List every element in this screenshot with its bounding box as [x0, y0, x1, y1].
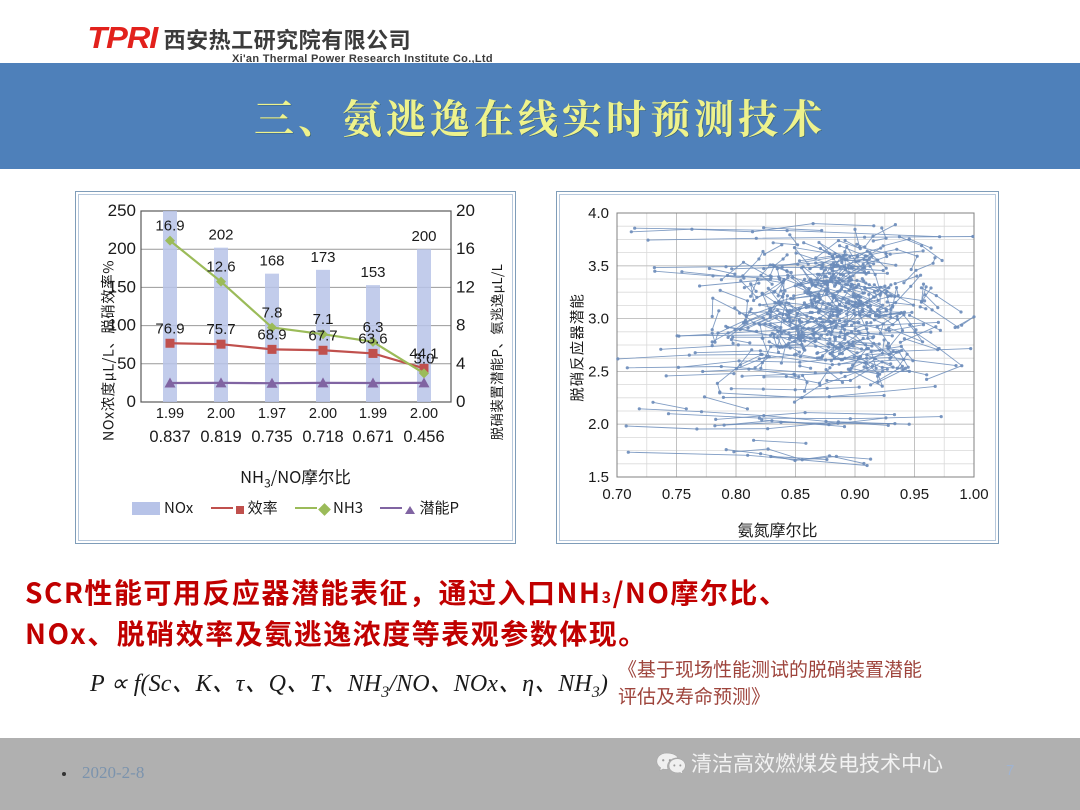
svg-text:2.5: 2.5: [588, 363, 609, 380]
svg-text:1.00: 1.00: [959, 486, 988, 503]
svg-text:20: 20: [456, 201, 475, 220]
svg-text:4.0: 4.0: [588, 205, 609, 222]
svg-text:12: 12: [456, 277, 475, 296]
svg-text:0.80: 0.80: [721, 486, 750, 503]
svg-text:7.8: 7.8: [262, 305, 283, 322]
svg-text:7.1: 7.1: [313, 311, 334, 328]
svg-text:0.85: 0.85: [781, 486, 810, 503]
svg-text:50: 50: [117, 354, 136, 373]
svg-text:76.9: 76.9: [155, 320, 184, 337]
svg-text:0: 0: [456, 392, 465, 411]
svg-text:16.9: 16.9: [155, 218, 184, 235]
svg-text:0.70: 0.70: [602, 486, 631, 503]
svg-text:250: 250: [108, 201, 136, 220]
svg-text:0.735: 0.735: [251, 428, 292, 446]
svg-text:0.95: 0.95: [900, 486, 929, 503]
svg-text:0.837: 0.837: [149, 428, 190, 446]
svg-text:75.7: 75.7: [206, 321, 235, 338]
svg-text:2.00: 2.00: [410, 406, 438, 422]
svg-text:67.7: 67.7: [308, 327, 337, 344]
svg-text:0.75: 0.75: [662, 486, 691, 503]
svg-text:2.0: 2.0: [588, 416, 609, 433]
svg-text:12.6: 12.6: [206, 259, 235, 276]
svg-text:1.97: 1.97: [258, 406, 286, 422]
svg-text:68.9: 68.9: [257, 326, 286, 343]
svg-text:0.90: 0.90: [840, 486, 869, 503]
svg-text:173: 173: [310, 249, 335, 266]
svg-text:200: 200: [411, 228, 436, 245]
svg-text:202: 202: [208, 227, 233, 244]
svg-text:6.3: 6.3: [363, 319, 384, 336]
svg-text:4: 4: [456, 354, 465, 373]
svg-text:0.718: 0.718: [302, 428, 343, 446]
svg-text:1.5: 1.5: [588, 469, 609, 486]
svg-text:3.0: 3.0: [588, 311, 609, 328]
svg-text:3.5: 3.5: [588, 258, 609, 275]
svg-text:153: 153: [360, 264, 385, 281]
svg-text:8: 8: [456, 316, 465, 335]
svg-text:2.00: 2.00: [309, 406, 337, 422]
svg-text:1.99: 1.99: [359, 406, 387, 422]
svg-text:3.0: 3.0: [414, 350, 435, 367]
svg-text:2.00: 2.00: [207, 406, 235, 422]
svg-text:0.456: 0.456: [403, 428, 444, 446]
svg-text:0.819: 0.819: [200, 428, 241, 446]
svg-text:0: 0: [127, 392, 136, 411]
svg-text:168: 168: [259, 253, 284, 270]
svg-text:0.671: 0.671: [352, 428, 393, 446]
svg-text:16: 16: [456, 239, 475, 258]
svg-text:1.99: 1.99: [156, 406, 184, 422]
